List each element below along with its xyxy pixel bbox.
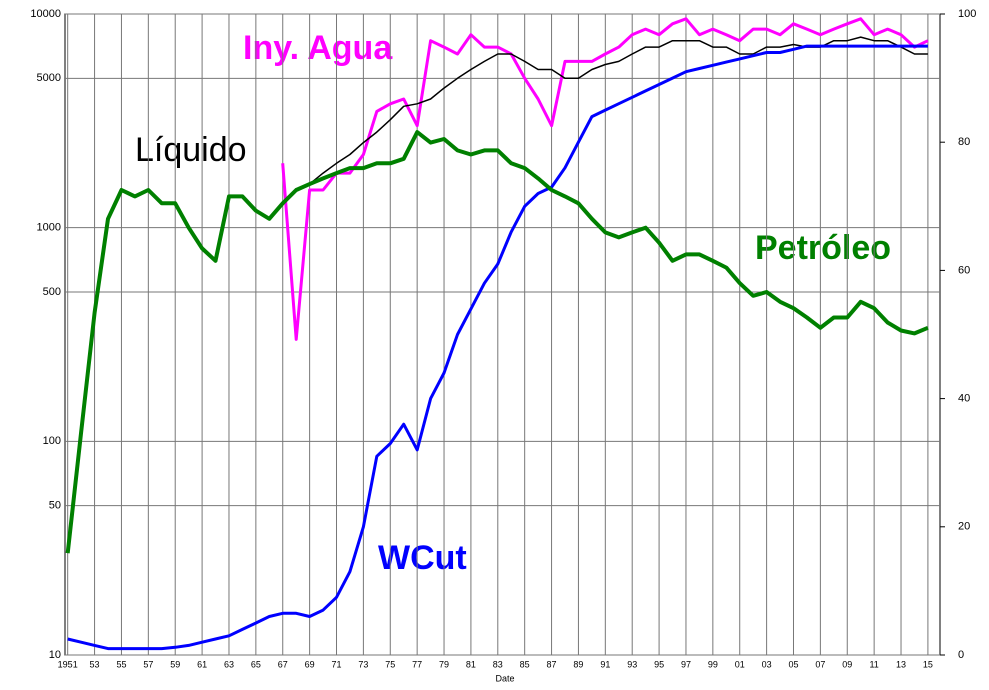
series-label: Petróleo — [755, 229, 891, 267]
y2-tick-label: 80 — [958, 136, 970, 148]
x-tick-label: 89 — [573, 659, 583, 669]
x-tick-label: 85 — [520, 659, 530, 669]
x-tick-label: 1951 — [58, 659, 78, 669]
x-tick-label: 77 — [412, 659, 422, 669]
series-label: WCut — [378, 539, 467, 577]
y-tick-label: 5000 — [37, 72, 61, 84]
x-tick-label: 71 — [331, 659, 341, 669]
x-tick-label: 65 — [251, 659, 261, 669]
series-line — [67, 44, 928, 651]
series-label: Iny. Agua — [243, 29, 393, 67]
x-tick-label: 79 — [439, 659, 449, 669]
y2-tick-label: 20 — [958, 521, 970, 533]
x-tick-label: 95 — [654, 659, 664, 669]
series-label: Líquido — [135, 131, 247, 169]
series-line — [281, 17, 929, 341]
series-line — [65, 130, 929, 554]
y2-tick-label: 40 — [958, 393, 970, 405]
x-tick-label: 81 — [466, 659, 476, 669]
x-tick-label: 01 — [735, 659, 745, 669]
x-axis-label: Date — [495, 673, 514, 683]
x-tick-label: 75 — [385, 659, 395, 669]
x-tick-label: 83 — [493, 659, 503, 669]
x-tick-label: 55 — [116, 659, 126, 669]
x-tick-label: 97 — [681, 659, 691, 669]
x-tick-label: 05 — [788, 659, 798, 669]
x-tick-label: 61 — [197, 659, 207, 669]
x-tick-label: 13 — [896, 659, 906, 669]
x-tick-label: 09 — [842, 659, 852, 669]
x-tick-label: 73 — [358, 659, 368, 669]
y-tick-label: 1000 — [37, 222, 61, 234]
x-tick-label: 69 — [305, 659, 315, 669]
x-tick-label: 07 — [815, 659, 825, 669]
x-tick-label: 11 — [869, 659, 878, 669]
x-tick-label: 99 — [708, 659, 718, 669]
x-tick-label: 53 — [90, 659, 100, 669]
x-tick-label: 93 — [627, 659, 637, 669]
y-tick-label: 500 — [43, 286, 61, 298]
y-tick-label: 10 — [49, 649, 61, 661]
y-tick-label: 50 — [49, 500, 61, 512]
x-tick-label: 59 — [170, 659, 180, 669]
x-tick-label: 15 — [923, 659, 933, 669]
y-tick-label: 100 — [43, 435, 61, 447]
x-tick-label: 63 — [224, 659, 234, 669]
plot-frame — [64, 13, 941, 656]
x-tick-label: 57 — [143, 659, 153, 669]
y2-tick-label: 0 — [958, 649, 964, 661]
x-tick-label: 67 — [278, 659, 288, 669]
y2-tick-label: 100 — [958, 8, 976, 20]
x-tick-label: 03 — [762, 659, 772, 669]
y-tick-label: 10000 — [30, 8, 61, 20]
y2-tick-label: 60 — [958, 264, 970, 276]
x-tick-label: 91 — [600, 659, 610, 669]
x-tick-label: 87 — [547, 659, 557, 669]
